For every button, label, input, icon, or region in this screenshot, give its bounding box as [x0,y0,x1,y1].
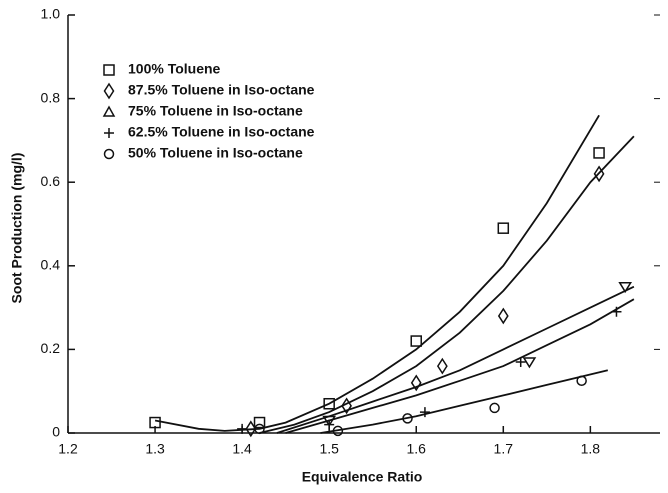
marker-plus [515,356,526,367]
marker-plus [611,306,622,317]
legend-label: 100% Toluene [128,61,221,77]
x-tick-label: 1.5 [319,441,339,457]
marker-diamond [245,420,257,438]
legend-label: 87.5% Toluene in Iso-octane [128,82,315,98]
y-tick-label: 0.6 [41,173,61,189]
marker-square [103,64,115,76]
marker-square [149,416,161,429]
marker-square [593,147,605,159]
marker-circle [103,148,115,160]
marker-circle [332,425,344,437]
fit-curve [154,114,600,432]
x-tick-label: 1.2 [58,441,78,457]
legend-triangle [102,105,116,117]
x-axis-label: Equivalence Ratio [302,469,423,485]
y-axis-label: Soot Production (mg/l) [9,153,25,304]
legend-label: 62.5% Toluene in Iso-octane [128,124,315,140]
x-tick-label: 1.4 [232,441,252,457]
marker-circle [576,375,587,386]
marker-triangle [322,415,337,427]
x-tick-label: 1.7 [494,441,514,457]
marker-plus [324,419,335,430]
y-tick-label: 0.2 [41,340,61,356]
fit-curve [259,135,635,434]
marker-diamond [341,397,352,415]
marker-plus [419,407,430,418]
marker-circle [402,413,413,424]
marker-square [497,222,510,234]
fit-curve [285,298,635,434]
marker-diamond [436,357,448,375]
y-tick-label: 0.4 [41,257,61,273]
marker-plus [237,423,248,434]
marker-square [410,335,422,347]
y-tick-label: 0.8 [41,89,61,105]
marker-diamond [410,374,422,392]
marker-circle [254,423,265,435]
fit-curve [320,369,609,434]
marker-circle [489,402,500,414]
marker-square [253,416,266,429]
legend-label: 50% Toluene in Iso-octane [128,145,303,161]
marker-diamond [103,82,115,100]
fit-curve [276,285,635,434]
marker-triangle [618,281,633,294]
marker-triangle [522,357,537,369]
x-tick-label: 1.3 [145,441,165,457]
marker-plus [104,128,114,138]
y-tick-label: 0 [52,424,60,440]
x-tick-label: 1.6 [407,441,427,457]
marker-square [323,397,335,410]
legend-label: 75% Toluene in Iso-octane [128,103,303,119]
y-tick-label: 1.0 [41,6,61,22]
x-tick-label: 1.8 [581,441,601,457]
marker-diamond [593,165,605,183]
marker-diamond [497,307,509,325]
